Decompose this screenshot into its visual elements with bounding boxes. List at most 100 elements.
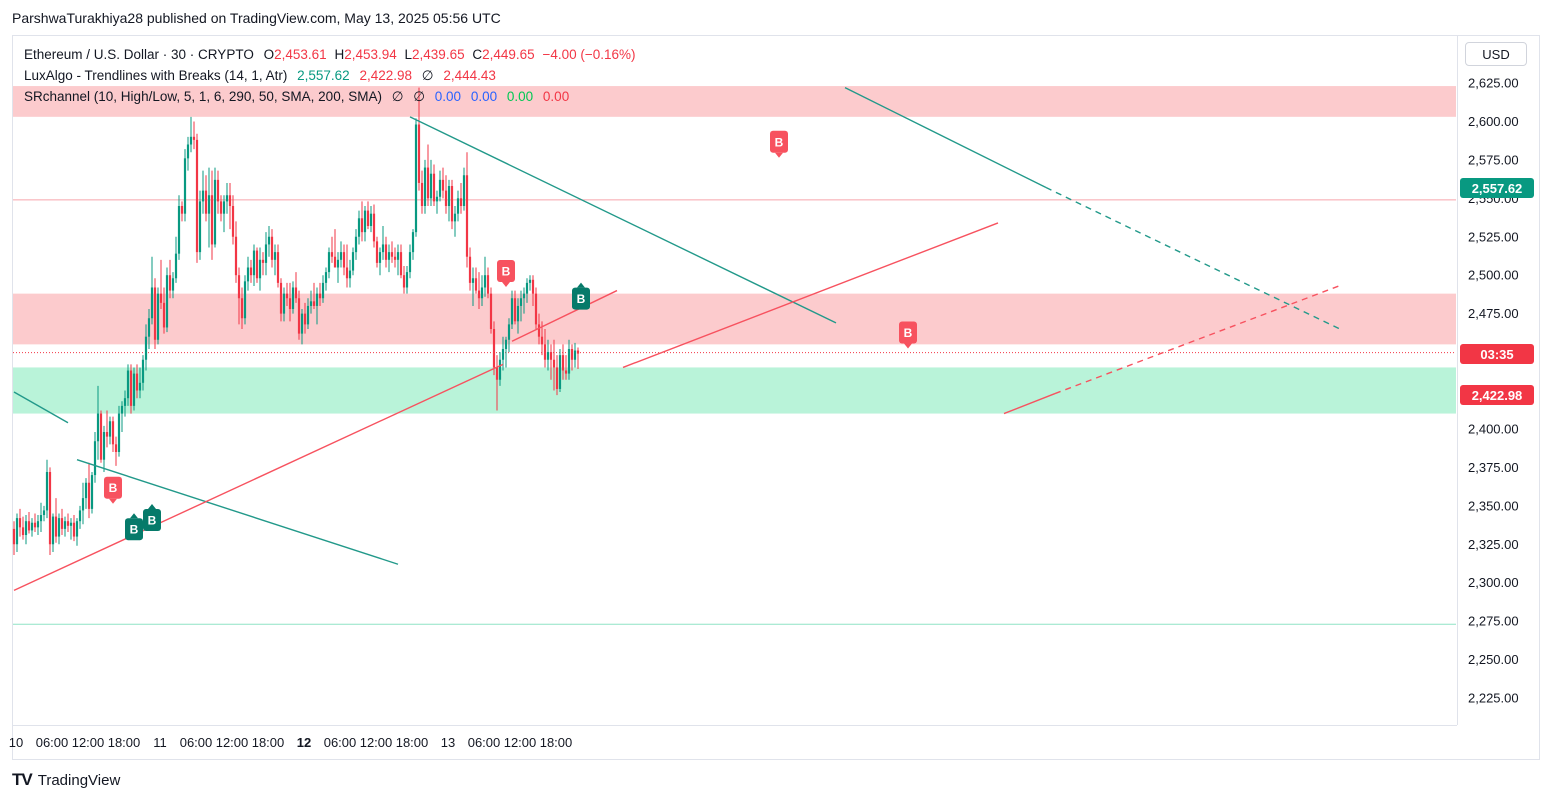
- time-tick-label: 06:00: [324, 735, 357, 750]
- candle-body: [60, 518, 64, 529]
- candle-body: [369, 213, 373, 226]
- footer-branding[interactable]: TV TradingView: [12, 770, 120, 790]
- candle-body: [366, 210, 370, 226]
- candle-body: [261, 259, 265, 263]
- candle-body: [150, 287, 154, 319]
- candle-body: [429, 173, 433, 199]
- price-axis[interactable]: [1457, 35, 1541, 725]
- candle-body: [147, 318, 151, 337]
- signal-label: B: [148, 513, 157, 527]
- candle-body: [507, 324, 511, 340]
- candle-body: [411, 232, 415, 253]
- candle-body: [444, 190, 448, 206]
- candle-body: [318, 293, 322, 299]
- candle-body: [267, 236, 271, 245]
- candle-body: [15, 518, 19, 545]
- bearish-break-signal: [899, 321, 917, 344]
- candle-body: [486, 275, 490, 294]
- candle-body: [75, 521, 79, 537]
- candle-body: [342, 252, 346, 268]
- price-tick-label: 2,375.00: [1468, 460, 1519, 475]
- candle-body: [345, 267, 349, 279]
- candle-body: [135, 373, 139, 391]
- time-tick-label: 06:00: [468, 735, 501, 750]
- candle-body: [390, 252, 394, 257]
- resistance-zone: [13, 293, 1456, 345]
- candle-body: [207, 195, 211, 214]
- candle-body: [384, 244, 388, 260]
- candle-body: [435, 196, 439, 202]
- candle-body: [570, 348, 574, 360]
- candle-body: [234, 236, 238, 276]
- srchannel-value-6: 0.00: [542, 89, 570, 104]
- symbol-title: Ethereum / U.S. Dollar · 30 · CRYPTO: [24, 47, 254, 62]
- candle-body: [252, 250, 256, 276]
- candle-body: [159, 293, 163, 303]
- candle-body: [258, 259, 262, 279]
- candle-body: [303, 313, 307, 325]
- candle-body: [42, 510, 46, 516]
- candle-body: [183, 158, 187, 214]
- srchannel-value-3: 0.00: [434, 89, 462, 104]
- candle-body: [39, 515, 43, 522]
- currency-button[interactable]: USD: [1465, 42, 1527, 66]
- candle-body: [93, 441, 97, 476]
- price-tick-label: 2,350.00: [1468, 498, 1519, 513]
- candle-body: [255, 250, 259, 279]
- candle-body: [489, 293, 493, 329]
- candle-body: [333, 256, 337, 268]
- candle-body: [105, 432, 109, 437]
- price-tick-label: 2,250.00: [1468, 652, 1519, 667]
- candle-body: [111, 421, 115, 445]
- symbol-row[interactable]: Ethereum / U.S. Dollar · 30 · CRYPTO O2,…: [24, 44, 636, 65]
- trendline-down: [844, 86, 1047, 189]
- candle-body: [240, 298, 244, 319]
- candle-body: [12, 528, 16, 545]
- bullish-break-signal: [572, 287, 590, 310]
- candle-body: [453, 213, 457, 222]
- candle-body: [561, 355, 565, 371]
- current-price-countdown-tag: 03:35: [1460, 344, 1534, 364]
- candle-body: [555, 367, 559, 389]
- candle-body: [558, 355, 562, 389]
- candle-body: [102, 432, 106, 460]
- candle-body: [201, 190, 205, 202]
- candle-body: [498, 359, 502, 380]
- time-tick-label: 18:00: [252, 735, 285, 750]
- candle-body: [63, 521, 67, 529]
- srchannel-row[interactable]: SRchannel (10, High/Low, 5, 1, 6, 290, 5…: [24, 86, 636, 107]
- candle-body: [204, 190, 208, 214]
- candle-body: [381, 244, 385, 253]
- candle-body: [354, 236, 358, 253]
- srchannel-title: SRchannel (10, High/Low, 5, 1, 6, 290, 5…: [24, 89, 382, 104]
- time-axis[interactable]: [12, 725, 1457, 761]
- price-tick-label: 2,475.00: [1468, 306, 1519, 321]
- price-tick-label: 2,400.00: [1468, 421, 1519, 436]
- luxalgo-value-2: 2,422.98: [359, 68, 413, 83]
- candle-body: [282, 293, 286, 314]
- candle-body: [21, 527, 25, 536]
- luxalgo-row[interactable]: LuxAlgo - Trendlines with Breaks (14, 1,…: [24, 65, 636, 86]
- candle-body: [84, 482, 88, 499]
- price-tick-label: 2,500.00: [1468, 268, 1519, 283]
- candle-body: [348, 270, 352, 279]
- srchannel-value-2: ∅: [413, 89, 426, 104]
- candle-body: [330, 252, 334, 257]
- bearish-break-signal: [497, 259, 515, 282]
- time-tick-label: 18:00: [396, 735, 429, 750]
- candle-body: [126, 370, 130, 399]
- candle-body: [534, 293, 538, 325]
- candle-body: [405, 272, 409, 288]
- candle-body: [375, 241, 379, 263]
- candle-body: [573, 350, 577, 360]
- time-tick-label: 12:00: [72, 735, 105, 750]
- candle-body: [264, 244, 268, 263]
- candle-body: [393, 256, 397, 260]
- candle-body: [351, 252, 355, 271]
- candle-body: [210, 195, 214, 245]
- candle-body: [243, 281, 247, 319]
- candle-body: [501, 348, 505, 360]
- time-tick-label: 06:00: [180, 735, 213, 750]
- candle-body: [420, 182, 424, 206]
